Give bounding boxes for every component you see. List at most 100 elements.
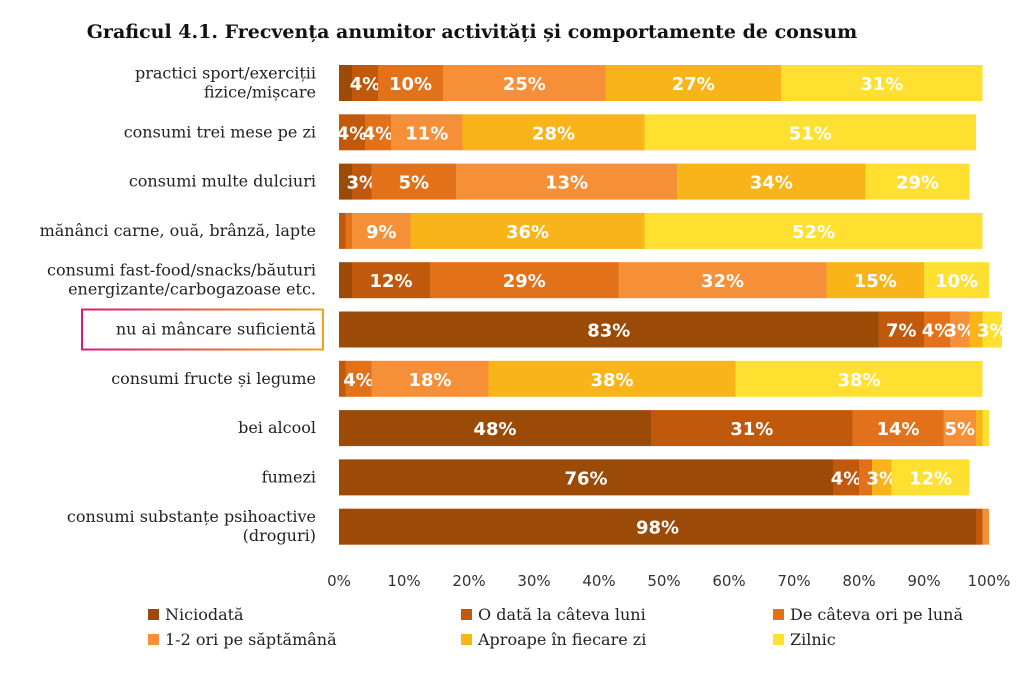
data-label: 3%	[346, 173, 377, 194]
bar-segment	[365, 114, 391, 151]
bar-segment	[391, 114, 463, 151]
bar-segment	[950, 311, 970, 348]
data-label: 4%	[831, 468, 862, 489]
category-label-line: fumezi	[262, 467, 316, 486]
x-tick-label: 20%	[452, 572, 485, 590]
legend-swatch	[461, 609, 472, 620]
x-tick-label: 60%	[712, 572, 745, 590]
bar-segment	[378, 65, 443, 101]
x-tick-label: 70%	[777, 572, 810, 590]
category-label: bei alcool	[238, 418, 316, 437]
bar-segment	[339, 114, 365, 151]
data-label: 11%	[405, 123, 448, 144]
bar-segment	[982, 508, 989, 545]
category-label-line: (droguri)	[243, 526, 316, 545]
bar-segment	[352, 212, 411, 249]
data-label: 10%	[389, 74, 432, 95]
category-label-line: energizante/carbogazoase etc.	[68, 280, 316, 299]
bar-segment	[339, 459, 833, 496]
category-label: practici sport/exerciții fizice/mișcare	[135, 64, 316, 102]
bar-segment	[982, 410, 989, 447]
legend-label: Aproape în fiecare zi	[477, 630, 646, 649]
bar-segment	[859, 459, 872, 496]
category-label: consumi fructe și legume	[111, 369, 316, 388]
bar-segment	[865, 163, 970, 200]
bar-segment	[430, 262, 619, 299]
bar-segment	[456, 163, 677, 200]
legend-label: De câteva ori pe lună	[790, 605, 963, 624]
category-label-line: consumi substanțe psihoactive	[67, 507, 316, 526]
bar-segment	[677, 163, 866, 200]
data-label: 4%	[337, 123, 368, 144]
x-tick-label: 50%	[647, 572, 680, 590]
x-tick-label: 30%	[517, 572, 550, 590]
category-label: fumezi	[262, 467, 316, 486]
category-label: consumi fast-food/snacks/băuturi energiza…	[47, 261, 316, 299]
data-label: 36%	[506, 222, 549, 243]
bar-segment	[339, 311, 879, 348]
data-label: 29%	[503, 271, 546, 292]
bar-segment	[339, 360, 346, 397]
bar-segment	[872, 459, 892, 496]
bar-segment	[339, 262, 352, 299]
category-label: nu ai mâncare suficientă	[116, 320, 317, 339]
highlight-box-group	[81, 308, 324, 351]
category-label: consumi substanțe psihoactive (droguri)	[67, 507, 316, 545]
category-label-line: bei alcool	[238, 418, 316, 437]
data-label: 31%	[730, 419, 773, 440]
legend-swatch	[148, 634, 159, 645]
category-label-line: consumi fructe și legume	[111, 369, 316, 388]
legend: Niciodată O dată la câteva luni De câteva …	[148, 605, 963, 649]
bar-segment	[345, 212, 352, 249]
bar-segment	[924, 311, 950, 348]
bar-segment	[410, 212, 645, 249]
data-label: 9%	[366, 222, 397, 243]
data-label: 7%	[886, 321, 917, 342]
bar-segment	[339, 163, 352, 200]
data-label: 10%	[935, 271, 978, 292]
data-label: 5%	[944, 419, 975, 440]
x-tick-label: 0%	[327, 572, 351, 590]
bar-segment	[833, 459, 859, 496]
bar-segment	[371, 163, 456, 200]
legend-label: Niciodată	[165, 605, 244, 624]
legend-swatch	[148, 609, 159, 620]
data-label: 4%	[343, 370, 374, 391]
bar-segment	[339, 212, 346, 249]
category-label: consumi multe dulciuri	[129, 172, 316, 191]
data-label: 4%	[363, 123, 394, 144]
data-label: 12%	[909, 468, 952, 489]
data-label: 76%	[564, 468, 607, 489]
data-label: 3%	[944, 321, 975, 342]
data-label: 12%	[369, 271, 412, 292]
data-label: 48%	[473, 419, 516, 440]
x-tick-label: 10%	[387, 572, 420, 590]
data-label: 3%	[977, 321, 1008, 342]
legend-swatch	[461, 634, 472, 645]
bar-segment	[605, 65, 781, 101]
data-label: 38%	[837, 370, 880, 391]
legend-swatch	[773, 609, 784, 620]
bar-segment	[976, 410, 983, 447]
bar-segment	[924, 262, 989, 299]
bar-segment	[976, 508, 983, 545]
data-label: 38%	[590, 370, 633, 391]
data-label: 29%	[896, 173, 939, 194]
bar-segment	[969, 311, 983, 348]
bar-segment	[371, 360, 489, 397]
category-label-line: consumi fast-food/snacks/băuturi	[47, 261, 316, 280]
bar-segment	[651, 410, 853, 447]
bar-segment	[352, 65, 378, 101]
category-label-line: consumi trei mese pe zi	[124, 122, 316, 141]
bar-segment	[462, 114, 645, 151]
chart-title: Graficul 4.1. Frecvența anumitor activit…	[87, 21, 858, 43]
category-label-line: mănânci carne, ouă, brânză, lapte	[40, 221, 316, 240]
category-label-line: nu ai mâncare suficientă	[116, 320, 317, 339]
bar-segment	[488, 360, 736, 397]
legend-swatch	[773, 634, 784, 645]
bar-segment	[943, 410, 976, 447]
data-label: 14%	[876, 419, 919, 440]
data-label: 34%	[750, 173, 793, 194]
legend-label: Zilnic	[790, 630, 836, 649]
